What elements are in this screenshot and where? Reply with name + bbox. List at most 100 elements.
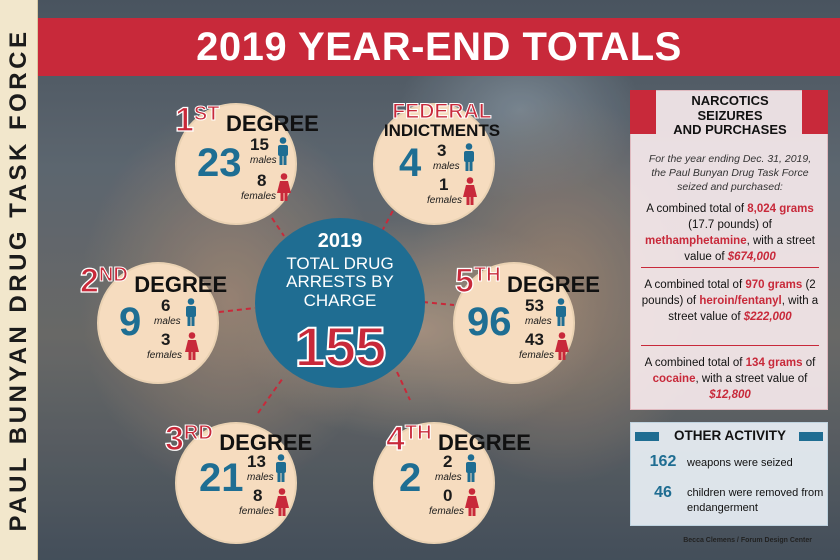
cocaine-drug: cocaine — [652, 373, 696, 386]
fifth-degree-males-label: males — [525, 316, 552, 327]
third-degree-circle: 21 13 males 8 females — [175, 422, 297, 544]
male-person-icon — [276, 454, 286, 482]
heroin-value: $222,000 — [743, 311, 792, 324]
first-degree-males-count: 15 — [250, 135, 269, 154]
side-band: PAUL BUNYAN DRUG TASK FORCE — [0, 0, 38, 560]
first-degree-circle: 23 15 males 8 females — [175, 103, 297, 225]
children-text: children were removed from endangerment — [687, 487, 824, 514]
federal-heading: FEDERAL INDICTMENTS — [372, 101, 512, 140]
third-degree-heading: 3RD DEGREE — [164, 420, 313, 458]
fifth-degree-label: DEGREE — [507, 272, 600, 297]
second-degree-females-count: 3 — [161, 330, 171, 349]
second-degree-females-label: females — [147, 350, 183, 361]
panel-accent-right — [802, 90, 828, 134]
federal-label-top: FEDERAL — [392, 100, 492, 123]
fourth-degree-label: DEGREE — [438, 430, 531, 455]
other-activity-bar-left — [635, 432, 659, 441]
cocaine-value: $12,800 — [709, 389, 751, 402]
meth-value: $674,000 — [727, 251, 776, 264]
third-degree-males-label: males — [247, 472, 274, 483]
third-degree-total: 21 — [199, 456, 244, 500]
total-arrests-circle: 2019 TOTAL DRUG ARRESTS BY CHARGE 155 — [255, 218, 425, 388]
fifth-degree-males-count: 53 — [525, 296, 544, 315]
third-degree-label: DEGREE — [219, 430, 313, 455]
female-person-icon — [275, 488, 289, 516]
first-degree-heading: 1ST DEGREE — [174, 101, 319, 139]
third-degree-females-count: 8 — [253, 486, 263, 505]
first-degree-males-label: males — [250, 155, 277, 166]
second-degree-suffix: ND — [98, 264, 128, 286]
meth-grams: 8,024 grams — [747, 203, 814, 215]
female-person-icon — [555, 332, 569, 360]
fifth-degree-females-label: females — [519, 350, 555, 361]
federal-total: 4 — [399, 141, 422, 185]
total-arrests-number: 155 — [294, 314, 387, 379]
second-degree-total: 9 — [119, 300, 142, 344]
fifth-degree-ordinal: 5 — [454, 262, 474, 300]
total-arrests-subtitle-line: CHARGE — [303, 290, 377, 310]
narcotics-title: NARCOTICS SEIZURES AND PURCHASES — [657, 93, 803, 138]
federal-females-label: females — [427, 195, 463, 206]
total-arrests-subtitle-line: TOTAL DRUG — [286, 254, 394, 273]
other-activity-bar-right — [799, 432, 823, 441]
first-degree-suffix: ST — [193, 103, 220, 125]
fourth-degree-total: 2 — [399, 456, 422, 500]
weapons-text: weapons were seized — [687, 457, 793, 469]
panel-divider — [641, 267, 819, 268]
meth-text: A combined total of — [646, 203, 748, 215]
fifth-degree-females-count: 43 — [525, 330, 544, 349]
second-degree-males-count: 6 — [161, 296, 171, 315]
first-degree-ordinal: 1 — [174, 101, 194, 139]
third-degree-males-count: 13 — [247, 452, 266, 471]
first-degree-females-label: females — [241, 191, 277, 202]
fourth-degree-ordinal: 4 — [385, 420, 405, 458]
first-degree-label: DEGREE — [225, 111, 319, 136]
female-person-icon — [185, 332, 199, 360]
fifth-degree-suffix: TH — [473, 264, 501, 286]
male-person-icon — [556, 298, 566, 326]
male-person-icon — [278, 137, 288, 165]
heroin-text: , with a street value of — [668, 295, 819, 324]
cocaine-text: of — [802, 357, 816, 369]
narcotics-intro: For the year ending Dec. 31, 2019, the P… — [648, 153, 812, 193]
heroin-drug: heroin/fentanyl — [699, 295, 782, 308]
third-degree-suffix: RD — [183, 422, 213, 444]
cocaine-grams: 134 grams — [745, 357, 803, 369]
fifth-degree-circle: 96 53 males 43 females — [453, 262, 575, 384]
heroin-text: A combined total of — [644, 279, 746, 291]
narcotics-panel: NARCOTICS SEIZURES AND PURCHASES For the… — [630, 90, 828, 410]
first-degree-total: 23 — [197, 141, 242, 185]
second-degree-ordinal: 2 — [79, 262, 99, 300]
female-person-icon — [465, 488, 479, 516]
second-degree-males-label: males — [154, 316, 181, 327]
heroin-text: (2 pounds) of — [641, 279, 816, 308]
third-degree-ordinal: 3 — [164, 420, 184, 458]
other-activity-panel: OTHER ACTIVITY 162 weapons were seized 4… — [630, 422, 828, 526]
total-arrests-year: 2019 — [317, 230, 363, 252]
panel-divider — [641, 345, 819, 346]
third-degree-females-label: females — [239, 506, 275, 517]
narcotics-title-line: SEIZURES — [697, 107, 763, 123]
male-person-icon — [186, 298, 196, 326]
photo-credit: Becca Clemens / Forum Design Center — [683, 537, 812, 544]
narcotics-title-line: AND PURCHASES — [673, 122, 787, 138]
narcotics-title-line: NARCOTICS — [691, 93, 769, 108]
meth-drug: methamphetamine — [645, 235, 747, 248]
male-person-icon — [466, 454, 476, 482]
fifth-degree-heading: 5TH DEGREE — [454, 262, 600, 300]
second-degree-label: DEGREE — [134, 272, 228, 297]
fourth-degree-suffix: TH — [404, 422, 432, 444]
heroin-summary: A combined total of 970 grams (2 pounds)… — [639, 277, 821, 325]
page-title: 2019 YEAR-END TOTALS — [196, 24, 682, 69]
female-person-icon — [463, 177, 477, 205]
meth-text: (17.7 pounds) of — [688, 219, 772, 232]
fourth-degree-heading: 4TH DEGREE — [385, 420, 531, 458]
panel-accent-left — [630, 90, 656, 134]
federal-females-count: 1 — [439, 175, 449, 194]
other-activity-title: OTHER ACTIVITY — [673, 428, 786, 443]
title-bar: 2019 YEAR-END TOTALS — [38, 18, 840, 76]
children-count: 46 — [654, 484, 672, 501]
female-person-icon — [277, 173, 291, 201]
federal-label-bottom: INDICTMENTS — [383, 121, 501, 140]
male-person-icon — [464, 143, 474, 171]
